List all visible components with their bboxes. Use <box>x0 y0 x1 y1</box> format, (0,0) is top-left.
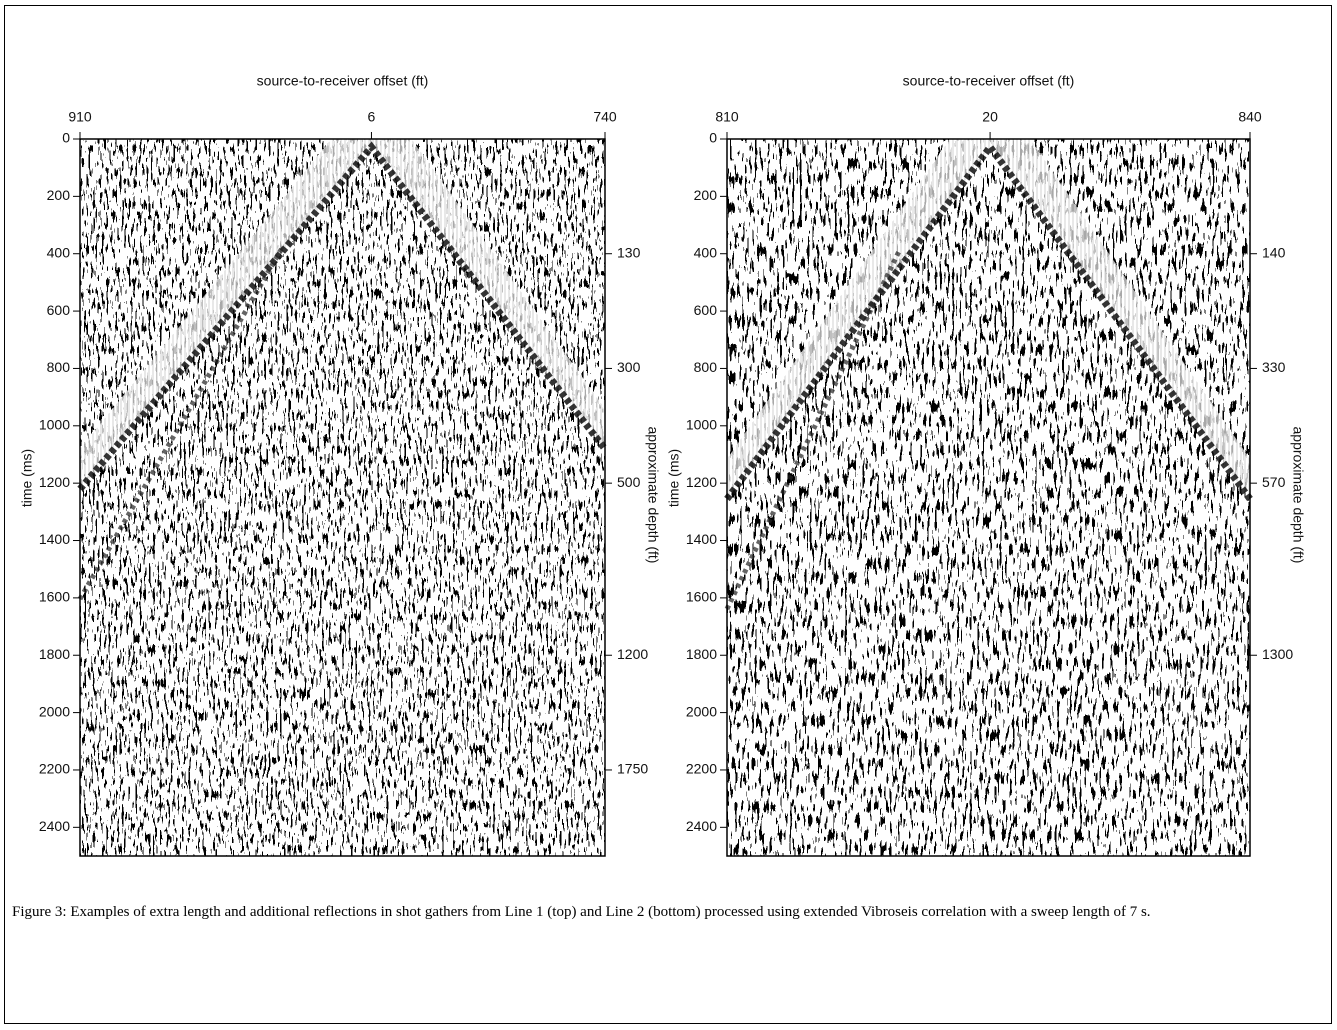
y2-tick-label: 570 <box>1262 474 1286 490</box>
y2-axis-label: approximate depth (ft) <box>645 427 661 564</box>
y-axis-label: time (ms) <box>666 449 682 507</box>
y-tick-label: 1000 <box>39 417 70 433</box>
first-arrival-cone <box>371 139 605 449</box>
y2-tick-label: 300 <box>617 359 641 375</box>
axis-title: source-to-receiver offset (ft) <box>903 73 1075 89</box>
first-arrival-cone <box>990 139 1250 499</box>
y-tick-label: 200 <box>694 187 718 203</box>
y-tick-label: 2400 <box>39 818 70 834</box>
y-tick-label: 2400 <box>686 818 717 834</box>
y-tick-label: 800 <box>47 359 71 375</box>
x-tick-label: 20 <box>982 109 998 125</box>
y-tick-label: 2000 <box>686 703 717 719</box>
y-tick-label: 0 <box>709 130 717 146</box>
x-tick-label: 740 <box>593 109 617 125</box>
y2-tick-label: 500 <box>617 474 641 490</box>
y2-tick-label: 1750 <box>617 761 648 777</box>
plot-frame <box>79 138 606 857</box>
figure: source-to-receiver offset (ft) 910 6 740 0 20… <box>19 73 1306 857</box>
x-tick-label: 810 <box>715 109 739 125</box>
x-tick-label: 910 <box>68 109 92 125</box>
y-tick-label: 800 <box>694 359 718 375</box>
y-tick-label: 1600 <box>39 589 70 605</box>
y-tick-label: 1800 <box>686 646 717 662</box>
refraction <box>724 247 903 611</box>
plot-frame <box>726 138 1251 857</box>
y-tick-label: 1600 <box>686 589 717 605</box>
y-tick-label: 2000 <box>39 703 70 719</box>
y-tick-label: 1400 <box>686 531 717 547</box>
first-arrival <box>77 141 608 492</box>
y-tick-label: 2200 <box>686 761 717 777</box>
frame <box>4 5 1332 1024</box>
y-tick-label: 600 <box>694 302 718 318</box>
y-tick-label: 2200 <box>39 761 70 777</box>
y2-tick-label: 1200 <box>617 646 648 662</box>
y-tick-label: 1000 <box>686 417 717 433</box>
refraction <box>77 247 284 601</box>
figure-caption: Figure 3: Examples of extra length and a… <box>12 904 1151 920</box>
first-arrival-cone <box>727 139 991 499</box>
y2-tick-label: 1300 <box>1262 646 1293 662</box>
y-tick-label: 1200 <box>686 474 717 490</box>
y-tick-label: 400 <box>694 244 718 260</box>
y2-tick-label: 140 <box>1262 244 1286 260</box>
y-tick-label: 600 <box>47 302 71 318</box>
y-tick-label: 200 <box>47 187 71 203</box>
axis-title: source-to-receiver offset (ft) <box>257 73 429 89</box>
y2-tick-label: 330 <box>1262 359 1286 375</box>
y-axis-label: time (ms) <box>19 449 35 507</box>
first-arrival <box>724 141 1253 502</box>
seismic-section <box>80 139 605 856</box>
y-tick-label: 0 <box>62 130 70 146</box>
y2-axis-label: approximate depth (ft) <box>1290 427 1306 564</box>
y-tick-label: 1400 <box>39 531 70 547</box>
y-tick-label: 1800 <box>39 646 70 662</box>
seismic-section <box>727 139 1250 856</box>
y2-tick-label: 130 <box>617 244 641 260</box>
y-tick-label: 400 <box>47 244 71 260</box>
x-tick-label: 6 <box>368 109 376 125</box>
x-tick-label: 840 <box>1238 109 1262 125</box>
y-tick-label: 1200 <box>39 474 70 490</box>
